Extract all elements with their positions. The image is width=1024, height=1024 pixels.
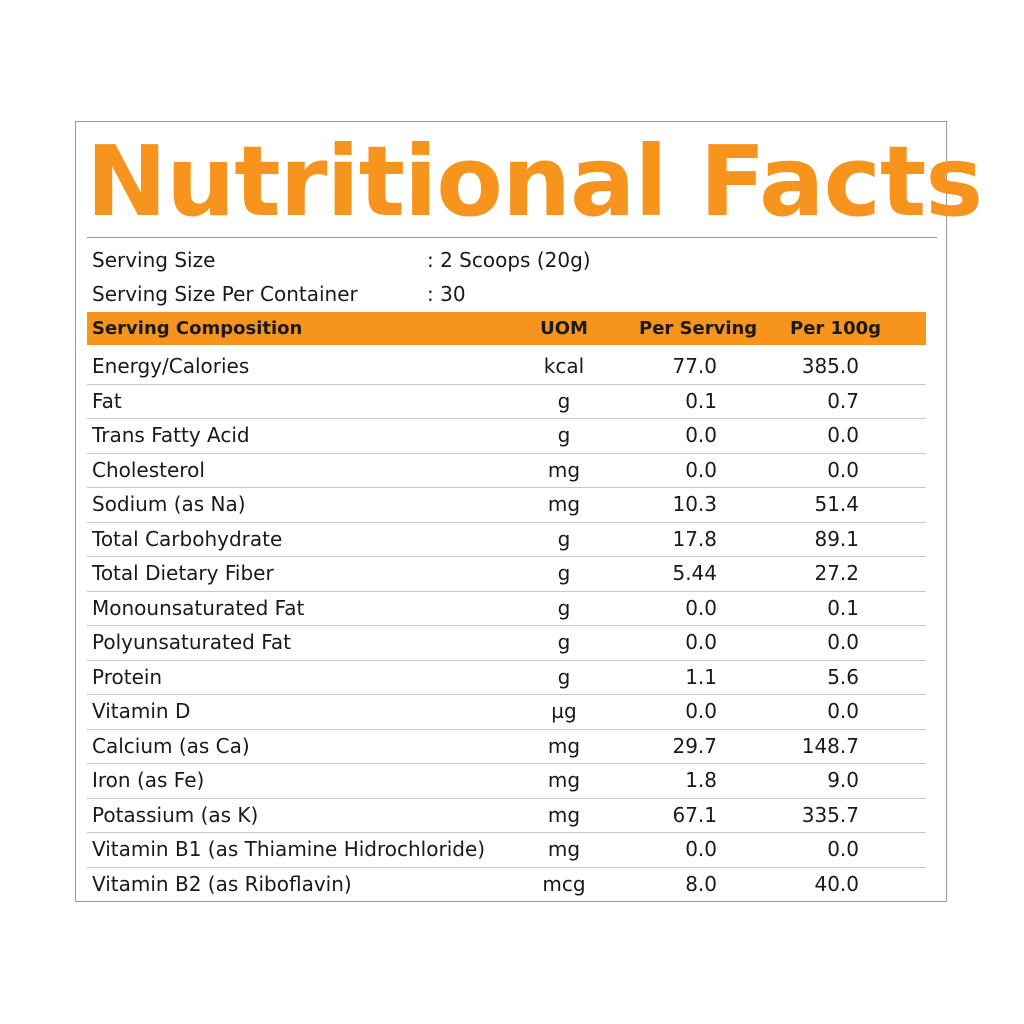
nutrient-per-100g: 0.0 — [827, 630, 859, 654]
nutrient-name: Monounsaturated Fat — [92, 595, 305, 620]
nutrient-uom: mg — [547, 492, 581, 516]
nutrient-uom: mg — [547, 837, 581, 861]
table-header: Serving Composition UOM Per Serving Per … — [87, 312, 926, 345]
nutrient-uom: g — [557, 388, 571, 413]
nutrient-name: Energy/Calories — [92, 354, 250, 378]
table-row: Vitamin D µg 0.0 0.0 — [87, 695, 926, 730]
page-title: Nutritional Facts — [86, 125, 983, 238]
nutrient-per-serving: 67.1 — [672, 802, 717, 827]
nutrient-uom: mg — [547, 457, 581, 482]
nutrient-per-100g: 5.6 — [827, 664, 859, 689]
header-uom: UOM — [540, 318, 588, 339]
nutrient-name: Potassium (as K) — [92, 802, 259, 827]
nutrient-uom: mg — [547, 733, 581, 758]
nutrient-uom: g — [557, 664, 571, 689]
nutrient-uom: g — [557, 630, 571, 654]
nutrition-label: Nutritional Facts Serving Size : 2 Scoop… — [75, 121, 983, 902]
nutrient-uom: mg — [547, 768, 581, 792]
nutrient-name: Cholesterol — [92, 457, 205, 482]
nutrient-uom: g — [557, 423, 571, 447]
nutrient-uom: mg — [547, 802, 581, 827]
nutrient-uom: kcal — [543, 354, 585, 378]
nutrient-name: Trans Fatty Acid — [92, 423, 250, 447]
nutrient-per-100g: 0.0 — [827, 837, 859, 861]
nutrient-name: Fat — [92, 388, 122, 413]
nutrient-per-100g: 40.0 — [814, 871, 859, 896]
nutrient-per-100g: 148.7 — [801, 733, 859, 758]
nutrient-per-serving: 0.0 — [685, 423, 717, 447]
nutrient-per-serving: 8.0 — [685, 871, 717, 896]
nutrient-name: Total Dietary Fiber — [92, 561, 274, 585]
nutrient-name: Protein — [92, 664, 163, 689]
table-row: Potassium (as K) mg 67.1 335.7 — [87, 799, 926, 833]
nutrient-per-serving: 1.1 — [685, 664, 717, 689]
nutrient-name: Calcium (as Ca) — [92, 733, 250, 758]
nutrient-per-serving: 0.0 — [685, 699, 717, 723]
servings-per-container-label: Serving Size Per Container — [92, 282, 358, 306]
table-row: Cholesterol mg 0.0 0.0 — [87, 454, 926, 488]
nutrient-per-serving: 1.8 — [685, 768, 717, 792]
nutrient-table: Energy/Calories kcal 77.0 385.0 Fat g 0.1 0.7 Tr… — [87, 350, 926, 901]
table-row: Energy/Calories kcal 77.0 385.0 — [87, 350, 926, 385]
nutrient-per-serving: 10.3 — [672, 492, 717, 516]
nutrient-per-100g: 0.1 — [827, 595, 859, 620]
nutrient-per-100g: 385.0 — [801, 354, 859, 378]
table-row: Monounsaturated Fat g 0.0 0.1 — [87, 592, 926, 626]
nutrient-name: Vitamin B2 (as Riboflavin) — [92, 871, 352, 896]
table-row: Sodium (as Na) mg 10.3 51.4 — [87, 488, 926, 523]
nutrient-per-100g: 335.7 — [801, 802, 859, 827]
nutrient-per-serving: 77.0 — [672, 354, 717, 378]
nutrient-uom: g — [557, 526, 571, 551]
header-per-serving: Per Serving — [639, 318, 758, 339]
nutrient-per-serving: 17.8 — [672, 526, 717, 551]
nutrient-per-serving: 5.44 — [672, 561, 717, 585]
nutrient-per-100g: 89.1 — [814, 526, 859, 551]
nutrient-per-serving: 0.0 — [685, 837, 717, 861]
nutrient-per-serving: 0.1 — [685, 388, 717, 413]
nutrient-uom: g — [557, 561, 571, 585]
table-row: Polyunsaturated Fat g 0.0 0.0 — [87, 626, 926, 661]
table-row: Vitamin B2 (as Riboflavin) mcg 8.0 40.0 — [87, 868, 926, 902]
table-row: Trans Fatty Acid g 0.0 0.0 — [87, 419, 926, 454]
nutrient-name: Total Carbohydrate — [92, 526, 283, 551]
nutrient-per-100g: 0.0 — [827, 457, 859, 482]
nutrient-per-serving: 0.0 — [685, 630, 717, 654]
nutrient-name: Vitamin D — [92, 699, 191, 723]
nutrient-per-serving: 29.7 — [672, 733, 717, 758]
table-row: Total Dietary Fiber g 5.44 27.2 — [87, 557, 926, 592]
nutrient-per-100g: 9.0 — [827, 768, 859, 792]
header-per-100g: Per 100g — [790, 318, 882, 339]
nutrient-name: Vitamin B1 (as Thiamine Hidrochloride) — [92, 837, 486, 861]
nutrient-per-100g: 27.2 — [814, 561, 859, 585]
nutrient-name: Polyunsaturated Fat — [92, 630, 291, 654]
serving-size-value: : 2 Scoops (20g) — [427, 248, 591, 272]
header-composition: Serving Composition — [92, 318, 303, 339]
nutrient-name: Sodium (as Na) — [92, 492, 246, 516]
nutrient-per-100g: 0.0 — [827, 699, 859, 723]
table-row: Total Carbohydrate g 17.8 89.1 — [87, 523, 926, 557]
servings-per-container-value: : 30 — [427, 282, 466, 306]
nutrient-per-100g: 0.7 — [827, 388, 859, 413]
nutrient-per-serving: 0.0 — [685, 457, 717, 482]
nutrient-uom: g — [557, 595, 571, 620]
table-row: Calcium (as Ca) mg 29.7 148.7 — [87, 730, 926, 764]
nutrient-per-100g: 0.0 — [827, 423, 859, 447]
table-row: Protein g 1.1 5.6 — [87, 661, 926, 695]
nutrient-per-serving: 0.0 — [685, 595, 717, 620]
table-row: Fat g 0.1 0.7 — [87, 385, 926, 419]
table-row: Vitamin B1 (as Thiamine Hidrochloride) mg… — [87, 833, 926, 868]
nutrient-uom: µg — [551, 699, 577, 723]
nutrient-uom: mcg — [542, 871, 586, 896]
nutrient-per-100g: 51.4 — [814, 492, 859, 516]
title-divider — [87, 237, 937, 238]
table-row: Iron (as Fe) mg 1.8 9.0 — [87, 764, 926, 799]
serving-size-label: Serving Size — [92, 248, 216, 272]
nutrient-name: Iron (as Fe) — [92, 768, 205, 792]
